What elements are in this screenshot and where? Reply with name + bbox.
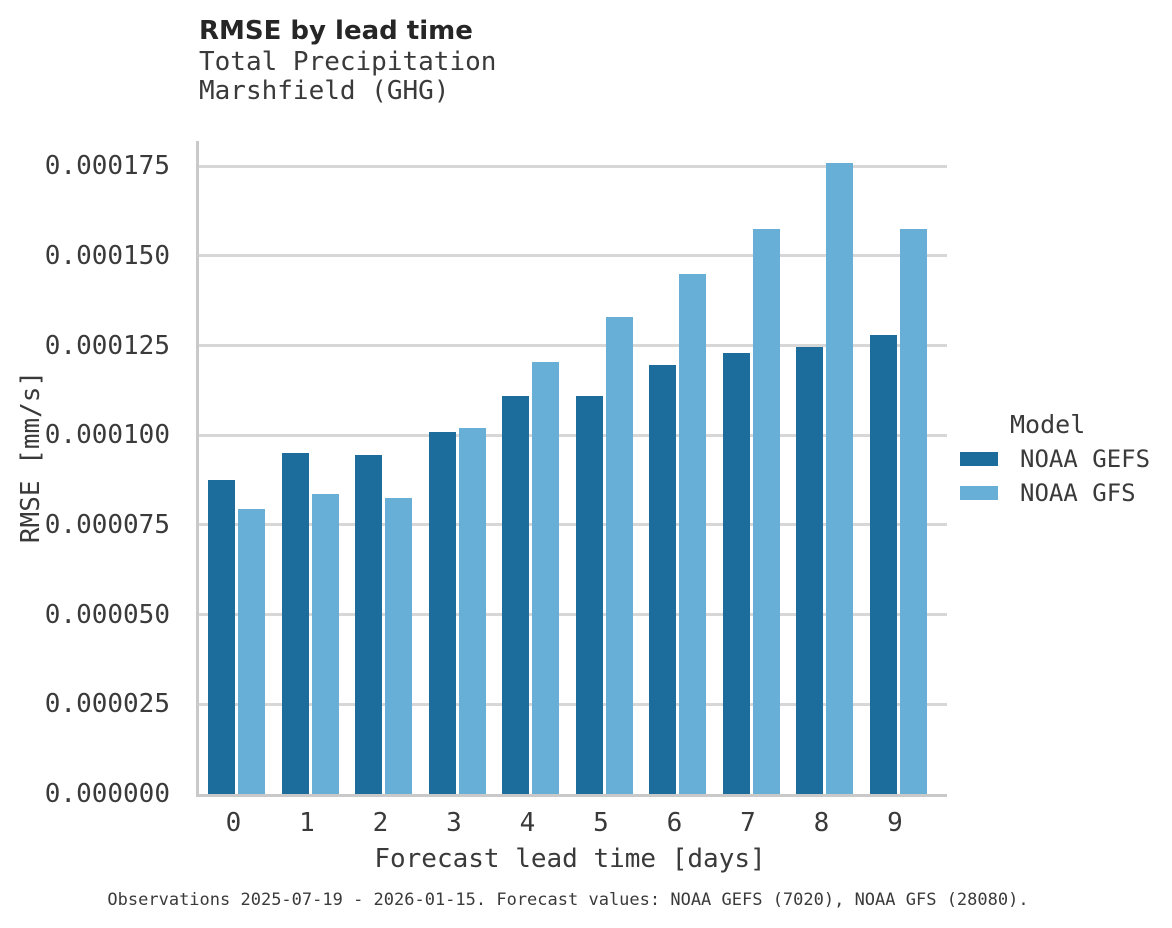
legend-swatch xyxy=(960,486,998,500)
chart-title: RMSE by lead time xyxy=(199,16,473,46)
bar xyxy=(311,494,339,794)
bar xyxy=(428,431,456,794)
legend-swatch xyxy=(960,452,998,466)
gridline xyxy=(199,702,947,706)
bar xyxy=(532,361,559,794)
y-tick-label: 0.000025 xyxy=(44,689,170,720)
x-tick-label: 6 xyxy=(666,808,683,838)
gridline xyxy=(199,164,947,168)
y-tick-label: 0.000150 xyxy=(44,240,170,271)
plot-area xyxy=(196,141,947,797)
y-tick-label: 0.000050 xyxy=(44,599,170,630)
x-tick-label: 9 xyxy=(887,808,903,838)
x-tick-label: 5 xyxy=(593,808,609,838)
y-tick-label: 0.000175 xyxy=(44,151,170,182)
bar xyxy=(899,228,927,794)
chart-subtitle: Total Precipitation Marshfield (GHG) xyxy=(199,48,496,106)
bar xyxy=(238,508,265,794)
x-tick-label: 7 xyxy=(740,808,756,838)
bar xyxy=(826,162,853,794)
footer-note: Observations 2025-07-19 - 2026-01-15. Fo… xyxy=(107,890,1029,910)
legend: Model NOAA GEFS NOAA GFS xyxy=(960,412,1165,506)
legend-item-label: NOAA GEFS xyxy=(1020,445,1151,473)
bar xyxy=(649,365,676,794)
bar xyxy=(281,453,309,794)
y-tick-label: 0.000125 xyxy=(44,330,170,361)
x-tick-label: 4 xyxy=(519,808,536,838)
bar xyxy=(385,498,412,794)
chart-subtitle-line-1: Total Precipitation xyxy=(199,47,497,77)
bar xyxy=(869,334,897,794)
x-tick-labels: 0 1 2 3 4 5 6 7 8 9 xyxy=(196,809,944,839)
bar xyxy=(752,228,780,794)
x-tick-label: 0 xyxy=(225,808,242,838)
x-tick-label: 8 xyxy=(813,808,830,838)
x-tick-label: 3 xyxy=(446,808,462,838)
bar xyxy=(605,316,633,794)
bar xyxy=(458,428,486,794)
y-tick-labels: 0.000000 0.000025 0.000050 0.000075 0.000100… xyxy=(40,141,170,807)
x-axis-title: Forecast lead time [days] xyxy=(374,844,766,874)
gridline xyxy=(199,433,947,437)
gridline xyxy=(199,254,947,258)
y-tick-label: 0.000075 xyxy=(44,509,170,540)
legend-item: NOAA GFS xyxy=(960,480,1165,506)
x-tick-label: 2 xyxy=(372,808,389,838)
bar xyxy=(575,395,603,794)
y-tick-label: 0.000000 xyxy=(44,779,170,809)
legend-item: NOAA GEFS xyxy=(960,446,1165,472)
gridline xyxy=(199,613,947,617)
gridline xyxy=(199,523,947,527)
bar xyxy=(502,395,529,794)
bar xyxy=(355,454,382,794)
bar xyxy=(722,352,750,794)
x-tick-label: 1 xyxy=(299,808,315,838)
bar xyxy=(208,480,235,794)
gridline xyxy=(199,344,947,347)
bar xyxy=(796,347,823,794)
bar xyxy=(679,273,706,794)
chart-subtitle-line-2: Marshfield (GHG) xyxy=(199,76,450,106)
legend-item-label: NOAA GFS xyxy=(1020,479,1136,507)
legend-title: Model xyxy=(1010,410,1086,439)
y-tick-label: 0.000100 xyxy=(44,420,170,451)
